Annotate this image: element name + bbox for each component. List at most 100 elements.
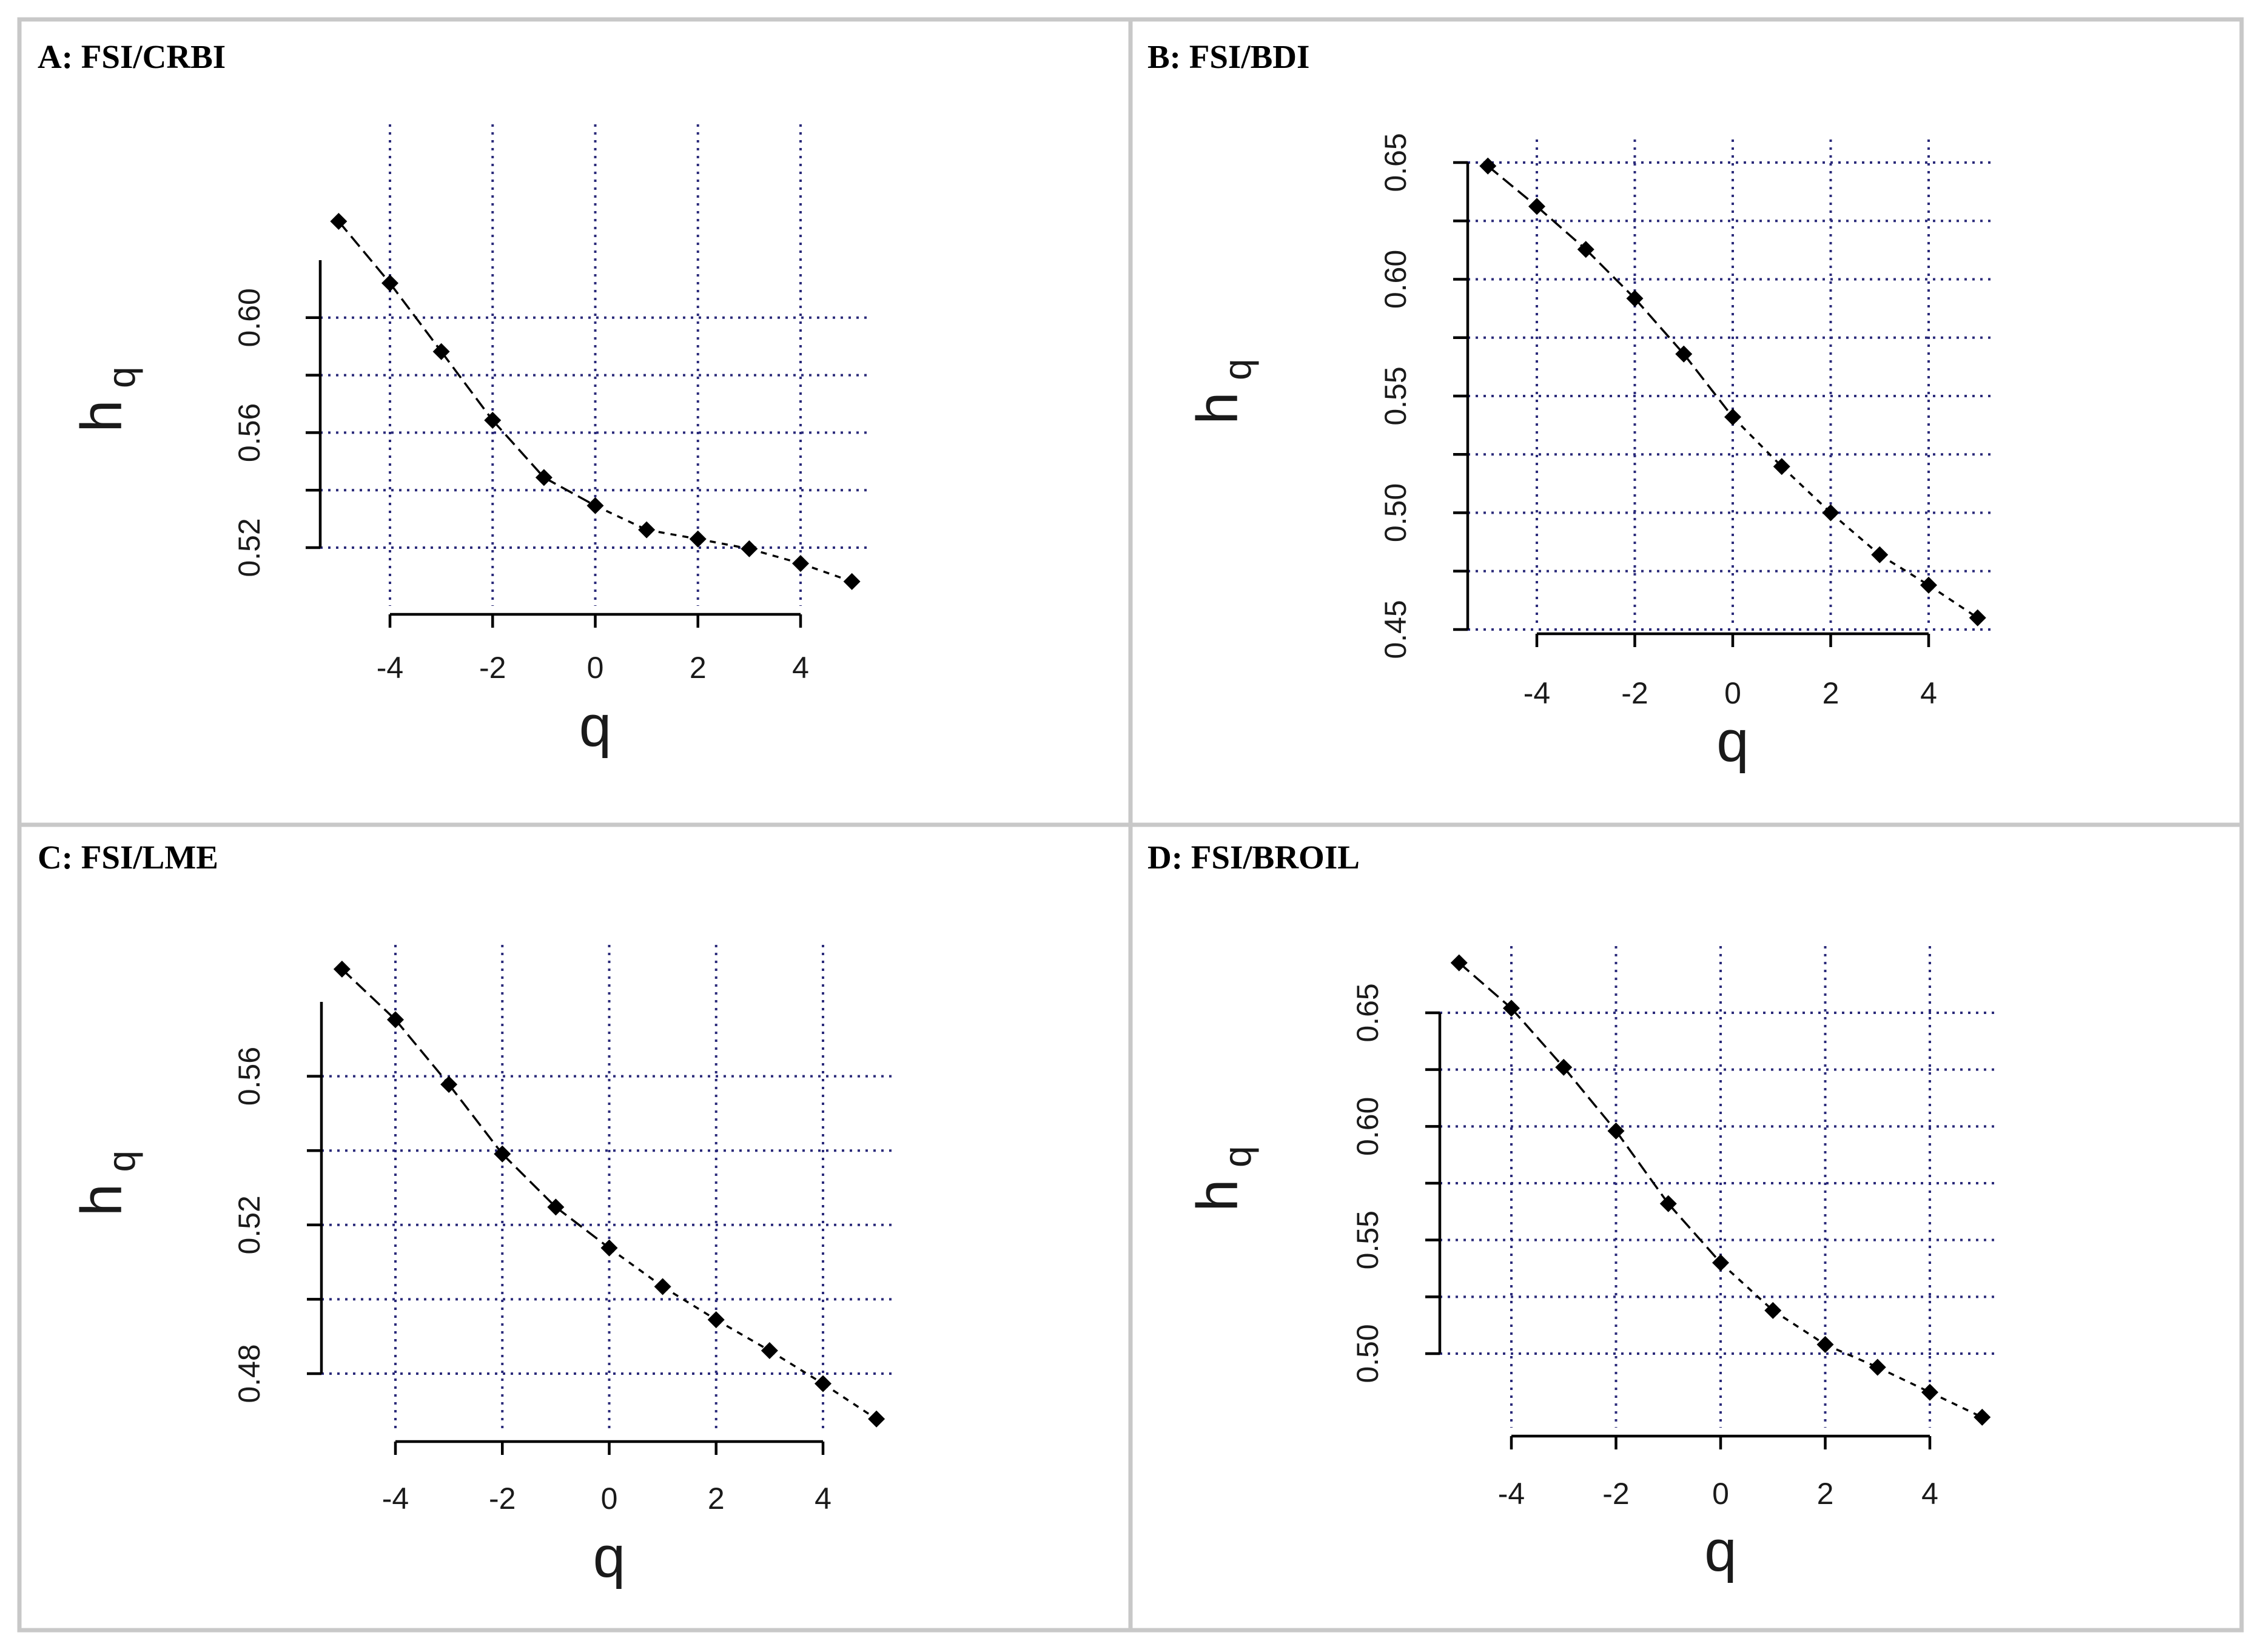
data-point <box>440 1076 458 1093</box>
x-tick-label: -2 <box>489 1482 516 1516</box>
panel-title: B: FSI/BDI <box>1147 38 1309 75</box>
data-point <box>843 572 861 590</box>
x-tick-label: -2 <box>479 651 506 685</box>
series-segment <box>394 1019 450 1086</box>
data-point <box>432 343 450 360</box>
series-segment <box>1615 1130 1670 1204</box>
series-segment <box>1732 416 1782 468</box>
series-segment <box>662 1286 717 1321</box>
x-tick-label: 4 <box>1920 676 1937 710</box>
x-axis-title: q <box>593 1525 625 1590</box>
y-tick-label: 0.60 <box>232 288 266 347</box>
data-point <box>1816 1336 1834 1354</box>
series-segment <box>1928 584 1978 619</box>
data-point <box>1712 1254 1729 1272</box>
data-point <box>689 530 707 548</box>
data-point <box>1921 1383 1938 1401</box>
data-point <box>586 497 604 514</box>
x-tick-label: 2 <box>708 1482 725 1516</box>
series-segment <box>1876 1366 1930 1394</box>
series-segment <box>1536 206 1587 250</box>
series-segment <box>1719 1261 1774 1312</box>
data-point <box>1659 1195 1677 1212</box>
y-axis-title: h <box>69 1184 134 1216</box>
y-tick-label: 0.52 <box>232 1195 266 1254</box>
data-point <box>792 555 809 572</box>
series-segment <box>715 1318 770 1352</box>
panel-title: A: FSI/CRBI <box>38 38 226 75</box>
y-tick-label: 0.50 <box>1379 483 1413 542</box>
data-point <box>654 1278 671 1295</box>
series-segment <box>1830 512 1881 556</box>
series-segment <box>502 1153 557 1208</box>
y-tick-label: 0.65 <box>1379 133 1413 192</box>
series-segment <box>748 548 801 565</box>
x-tick-label: 0 <box>1724 676 1741 710</box>
series-segment <box>608 1247 664 1288</box>
data-point <box>1724 408 1741 426</box>
panel-title: C: FSI/LME <box>38 839 218 876</box>
data-point <box>1577 241 1594 258</box>
series-segment <box>555 1206 610 1249</box>
x-tick-label: 4 <box>815 1482 831 1516</box>
series-segment <box>1824 1343 1878 1369</box>
x-tick-label: -4 <box>382 1482 409 1516</box>
series-segment <box>1879 554 1929 586</box>
series-segment <box>1929 1391 1983 1419</box>
x-tick-label: 2 <box>690 651 707 685</box>
series-segment <box>341 968 397 1021</box>
y-tick-label: 0.55 <box>1379 366 1413 425</box>
data-point <box>333 961 351 978</box>
y-axis-title-subscript: q <box>1215 358 1259 380</box>
data-point <box>330 213 348 230</box>
y-axis-title-subscript: q <box>1215 1146 1259 1167</box>
data-point <box>815 1375 831 1392</box>
data-point <box>484 412 502 429</box>
data-point <box>1764 1301 1782 1319</box>
y-tick-label: 0.56 <box>232 1047 266 1106</box>
data-point <box>1822 504 1839 522</box>
data-point <box>1773 458 1790 475</box>
series-segment <box>697 538 750 550</box>
x-tick-label: -4 <box>1498 1477 1525 1511</box>
series-segment <box>1634 297 1685 355</box>
data-point <box>707 1311 725 1329</box>
series-segment <box>389 282 443 352</box>
panel-title: D: FSI/BROIL <box>1147 839 1360 876</box>
series-segment <box>448 1084 503 1155</box>
x-axis-title: q <box>1716 709 1749 774</box>
data-point <box>381 274 398 292</box>
y-axis-title-subscript: q <box>99 1150 143 1172</box>
y-tick-label: 0.55 <box>1351 1210 1385 1269</box>
series-segment <box>1585 248 1636 300</box>
series-segment <box>1562 1066 1617 1132</box>
data-point <box>1871 546 1889 563</box>
x-tick-label: -2 <box>1621 676 1648 710</box>
series-segment <box>1458 962 1513 1009</box>
series-segment <box>1510 1007 1565 1069</box>
data-point <box>1969 609 1986 626</box>
series-segment <box>800 562 853 583</box>
data-point <box>547 1198 565 1216</box>
x-tick-label: -2 <box>1602 1477 1629 1511</box>
data-point <box>1528 198 1545 215</box>
y-tick-label: 0.52 <box>232 518 266 577</box>
y-axis-title: h <box>1185 392 1250 424</box>
x-tick-label: 2 <box>1817 1477 1834 1511</box>
y-axis-title-group: hq <box>69 1150 143 1216</box>
x-tick-label: 4 <box>792 651 809 685</box>
y-tick-label: 0.50 <box>1351 1324 1385 1383</box>
y-tick-label: 0.60 <box>1351 1097 1385 1156</box>
x-tick-label: 0 <box>601 1482 618 1516</box>
y-axis-title-group: hq <box>69 366 143 432</box>
data-point <box>1503 999 1520 1017</box>
data-point <box>1450 954 1468 972</box>
series-segment <box>822 1383 878 1420</box>
series-segment <box>543 476 596 507</box>
data-point <box>494 1145 511 1163</box>
series-segment <box>1667 1203 1722 1264</box>
